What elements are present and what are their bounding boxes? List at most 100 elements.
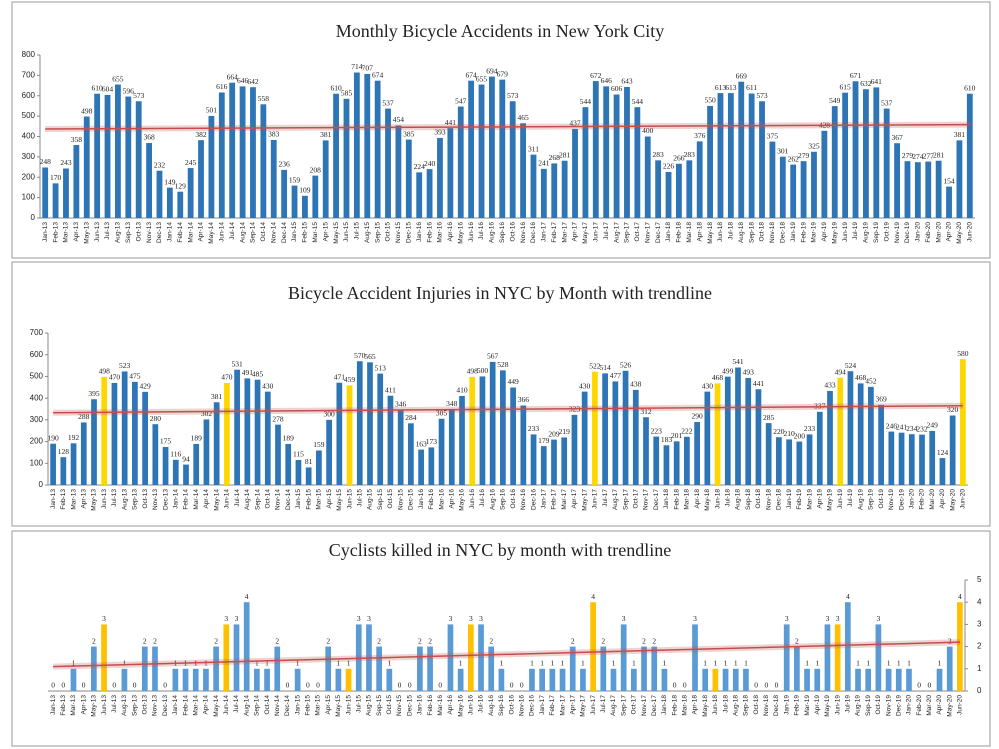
- data-label: 220: [773, 427, 785, 436]
- data-label: 498: [81, 106, 93, 115]
- bar: [488, 646, 495, 691]
- data-label: 655: [112, 74, 124, 83]
- y-tick-label: 4: [977, 597, 982, 606]
- bar: [707, 105, 713, 218]
- x-tick-label: Jan-19: [783, 695, 790, 715]
- x-tick-label: Jan-14: [172, 695, 179, 715]
- x-tick-label: Nov-19: [888, 489, 895, 510]
- data-label: 209: [548, 429, 560, 438]
- x-tick-label: Jan-20: [908, 489, 915, 509]
- data-label: 1: [663, 659, 667, 668]
- bar: [70, 668, 77, 691]
- data-label: 491: [242, 368, 254, 377]
- data-label: 274: [912, 152, 924, 161]
- data-label: 429: [139, 382, 151, 391]
- x-tick-label: Jan-15: [294, 695, 301, 715]
- data-label: 3: [622, 614, 626, 623]
- data-label: 170: [50, 173, 62, 182]
- x-tick-label: Jan-15: [295, 489, 302, 509]
- x-tick-label: Jan-16: [416, 222, 423, 242]
- data-label: 325: [808, 142, 820, 151]
- data-label: 210: [783, 429, 795, 438]
- y-tick-label: 5: [977, 575, 982, 584]
- x-tick-label: Dec-18: [776, 489, 783, 510]
- x-tick-label: Jan-17: [539, 695, 546, 715]
- x-tick-label: Feb-16: [426, 222, 433, 243]
- x-tick-label: May-19: [827, 489, 834, 511]
- data-label: 0: [775, 681, 779, 690]
- bar: [285, 443, 292, 485]
- x-tick-label: Jul-18: [728, 222, 735, 240]
- data-label: 714: [351, 62, 363, 71]
- x-tick-label: Jul-18: [724, 489, 731, 507]
- data-label: 1: [561, 659, 565, 668]
- bar: [438, 418, 445, 485]
- data-label: 124: [937, 448, 949, 457]
- bar: [569, 646, 576, 691]
- bar: [468, 80, 475, 218]
- x-tick-label: Oct-19: [878, 489, 885, 509]
- data-label: 281: [933, 150, 945, 159]
- bar: [469, 376, 476, 485]
- y-tick-label: 300: [30, 415, 44, 424]
- bar: [540, 168, 547, 218]
- data-label: 358: [71, 135, 83, 144]
- data-label: 471: [334, 372, 346, 381]
- x-tick-label: Mar-15: [315, 695, 322, 716]
- data-label: 4: [846, 592, 850, 601]
- data-label: 3: [367, 614, 371, 623]
- data-label: 279: [798, 151, 810, 160]
- data-label: 154: [943, 176, 955, 185]
- bar: [187, 168, 194, 218]
- data-label: 1: [632, 659, 636, 668]
- bar: [821, 130, 828, 218]
- data-label: 669: [736, 71, 748, 80]
- data-label: 266: [673, 154, 685, 163]
- bar: [727, 93, 734, 218]
- data-label: 498: [99, 367, 111, 376]
- bar: [582, 107, 589, 218]
- data-label: 1: [815, 659, 819, 668]
- bar: [610, 668, 617, 691]
- data-label: 411: [385, 385, 396, 394]
- bar: [141, 646, 148, 691]
- bar: [704, 391, 711, 485]
- data-label: 3: [693, 614, 697, 623]
- data-label: 2: [571, 636, 575, 645]
- x-tick-label: May-19: [831, 222, 838, 244]
- data-label: 189: [283, 434, 295, 443]
- bar: [218, 92, 225, 218]
- x-tick-label: Jul-13: [111, 695, 118, 713]
- x-tick-label: Jun-13: [101, 489, 108, 509]
- bar: [571, 414, 578, 485]
- x-tick-label: Oct-18: [753, 695, 760, 715]
- bar: [418, 449, 424, 485]
- y-tick-label: 500: [22, 111, 36, 120]
- bar: [612, 381, 619, 485]
- data-label: 226: [663, 162, 675, 171]
- bar: [270, 139, 277, 218]
- x-tick-label: Oct-13: [142, 695, 149, 715]
- x-tick-label: Jan-18: [661, 695, 668, 715]
- data-label: 1: [255, 659, 259, 668]
- bar: [295, 460, 302, 485]
- bar: [121, 668, 128, 691]
- x-tick-label: Jun-17: [590, 695, 597, 715]
- x-tick-label: Mar-17: [561, 222, 568, 243]
- data-label: 246: [886, 421, 898, 430]
- bar: [572, 128, 578, 218]
- x-tick-label: Oct-19: [883, 222, 890, 242]
- x-tick-label: Jun-17: [592, 489, 599, 509]
- x-tick-label: May-18: [707, 222, 714, 244]
- bar: [561, 160, 568, 218]
- x-tick-label: Jul-17: [600, 695, 607, 713]
- x-tick-label: Jun-19: [834, 695, 841, 715]
- x-tick-label: Apr-17: [571, 489, 578, 509]
- bar: [223, 624, 230, 691]
- bar: [632, 389, 639, 485]
- x-tick-label: Oct-14: [264, 695, 271, 715]
- bar: [367, 362, 373, 485]
- x-tick-label: Apr-19: [816, 489, 823, 509]
- bar: [104, 94, 111, 218]
